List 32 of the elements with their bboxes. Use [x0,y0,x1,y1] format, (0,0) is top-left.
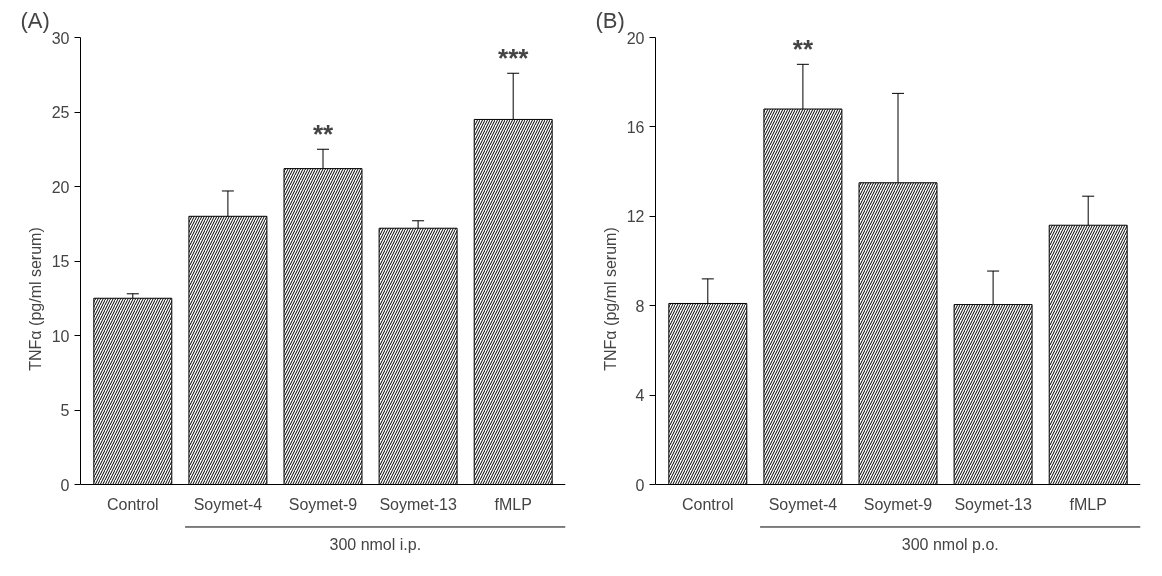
annotation: ** [792,34,814,65]
x-tick-label: Control [107,495,159,513]
x-tick-label: Soymet-9 [288,495,358,513]
y-tick-label: 0 [635,476,645,494]
y-tick-label: 10 [51,327,70,345]
y-tick-label: 20 [626,29,645,47]
y-tick-label: 16 [626,118,645,136]
y-axis-title: TNFα (pg/ml serum) [26,227,44,371]
y-tick-label: 4 [635,387,645,405]
chart-title: (A) [20,7,50,33]
text: 300 nmol p.o. [901,535,999,553]
y-tick-label: 15 [51,253,70,270]
x-tick-label: Soymet-13 [954,495,1032,513]
x-tick-label: Soymet-13 [379,495,457,513]
y-tick-label: 5 [60,402,70,420]
y-tick-label: 8 [635,297,645,315]
y-tick-label: 25 [51,104,70,121]
x-tick-label: Control [682,495,734,513]
x-tick-label: Soymet-9 [863,495,933,513]
x-tick-label: Soymet-4 [193,495,263,513]
x-tick-label: fMLP [494,495,532,513]
annotation: ** [312,119,334,150]
y-tick-label: 30 [51,29,70,47]
y-axis-title: TNFα (pg/ml serum) [601,227,619,371]
y-tick-label: 0 [60,476,70,494]
x-tick-label: fMLP [1069,495,1107,513]
text: 300 nmol i.p. [329,535,422,553]
chart-title: (B) [595,7,625,33]
annotation: *** [498,43,530,74]
y-tick-label: 12 [626,208,645,226]
y-tick-label: 20 [51,178,70,196]
x-tick-label: Soymet-4 [768,495,838,513]
